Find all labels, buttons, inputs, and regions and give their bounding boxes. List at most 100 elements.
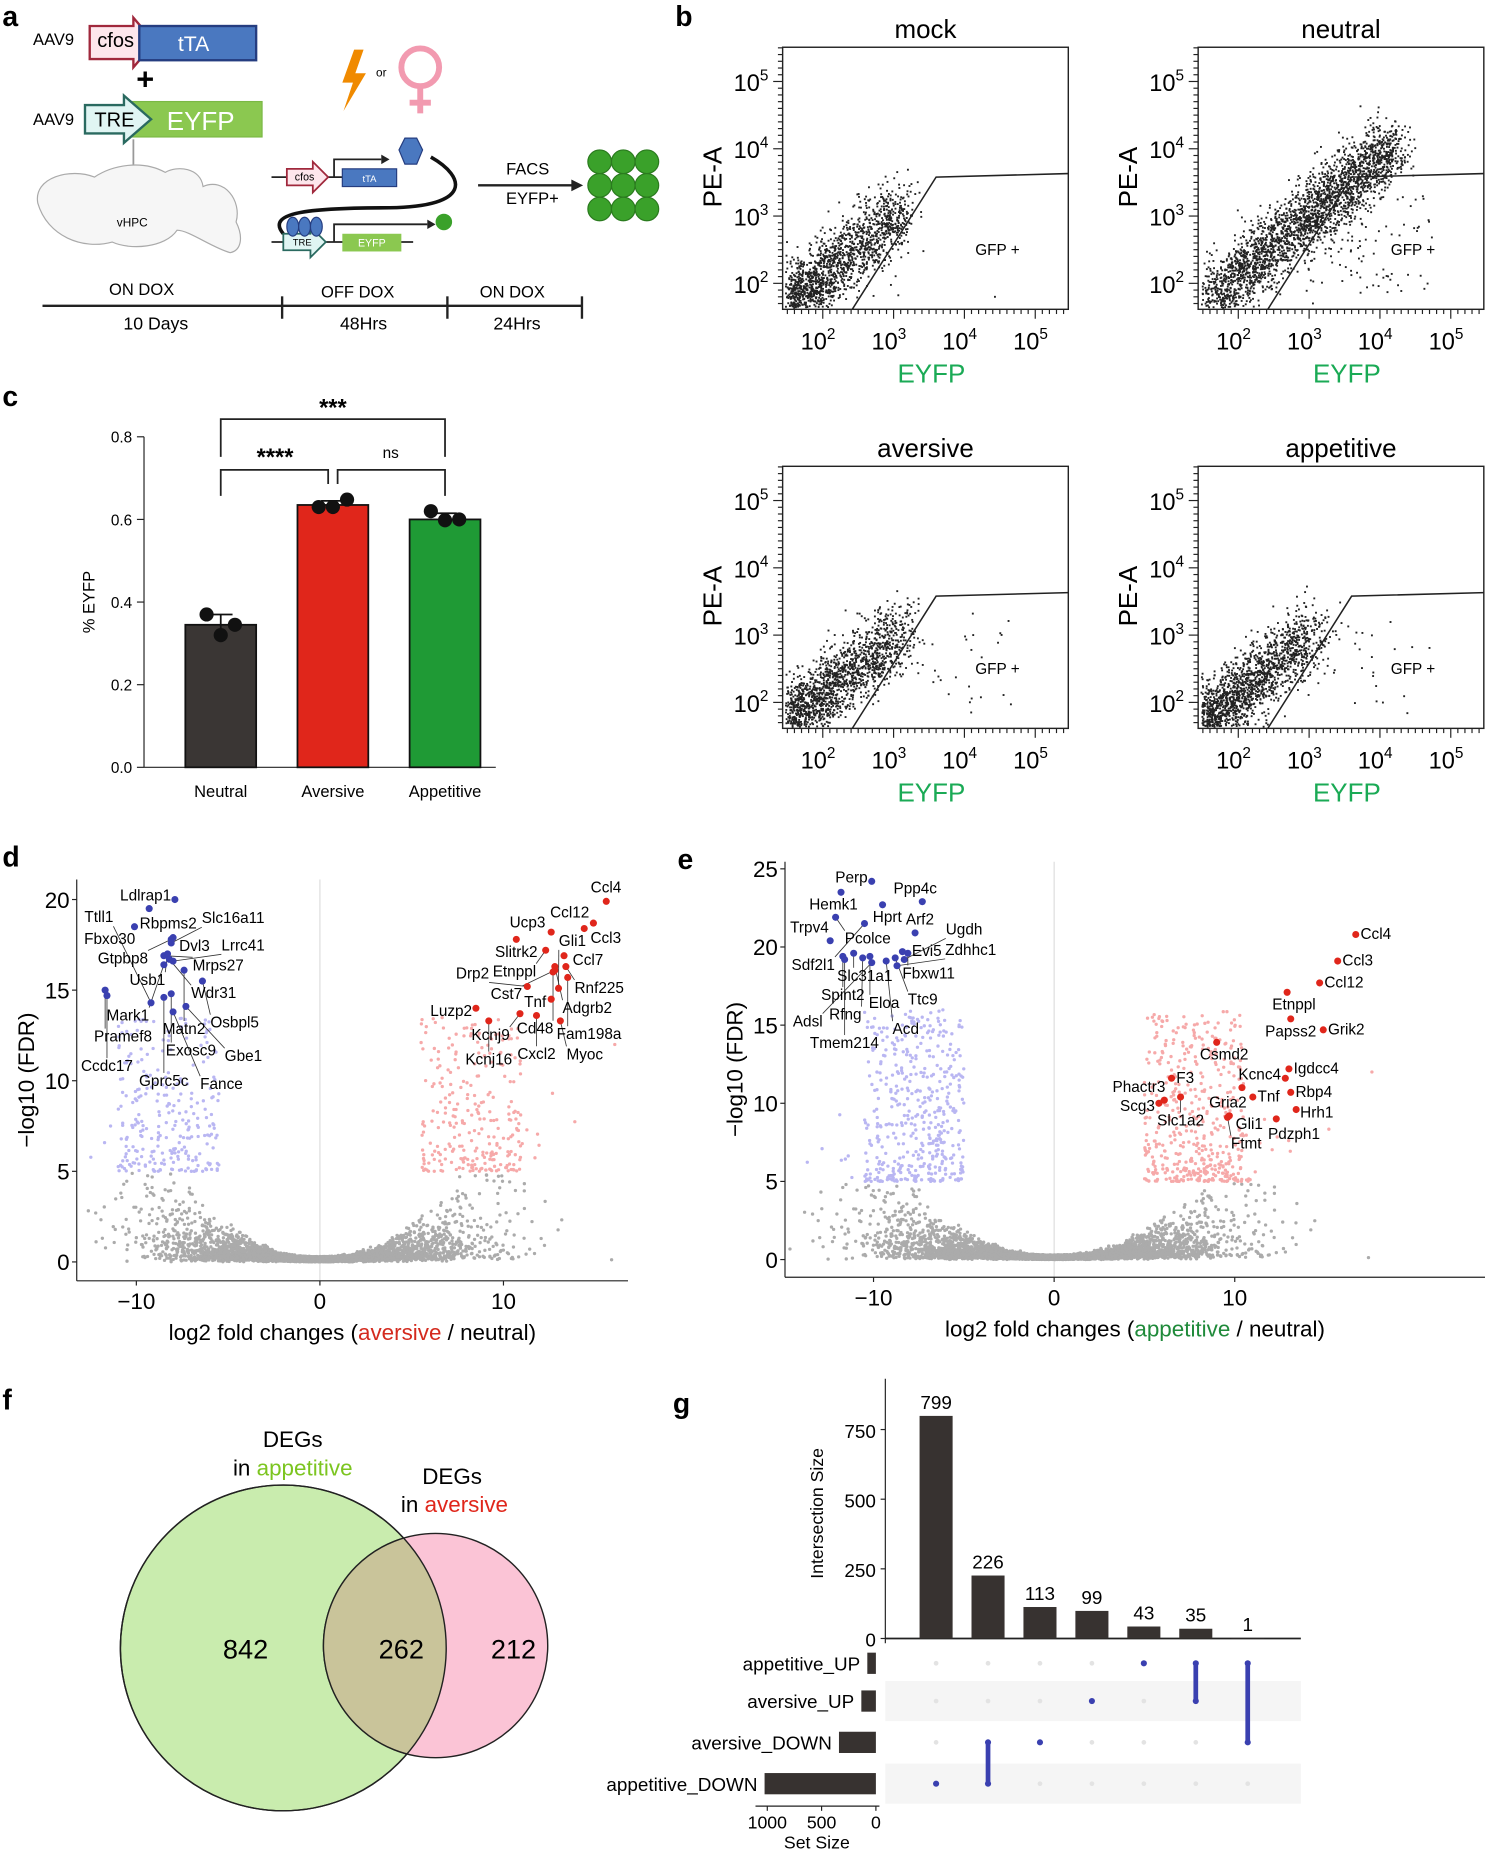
facs-event [1253,265,1255,267]
facs-event [894,653,896,655]
facs-event [994,296,996,298]
facs-event [1353,196,1355,198]
facs-event [1412,166,1414,168]
facs-event [839,701,841,703]
facs-event [1400,171,1402,173]
facs-event [796,272,798,274]
facs-event [1384,141,1386,143]
facs-event [831,646,833,648]
facs-event [1351,240,1353,242]
facs-event [839,262,841,264]
facs-event [909,613,911,615]
facs-event [1370,169,1372,171]
facs-event [1291,215,1293,217]
facs-event [1368,135,1370,137]
facs-event [800,285,802,287]
facs-event [1388,160,1390,162]
facs-event [1264,271,1266,273]
facs-event [1243,249,1245,251]
facs-event [901,226,903,228]
facs-event [843,676,845,678]
facs-event [1301,223,1303,225]
facs-event [800,724,802,726]
facs-event [810,280,812,282]
facs-event [849,286,851,288]
facs-event [911,209,913,211]
facs-event [1376,153,1378,155]
facs-event [1299,243,1301,245]
facs-event [810,287,812,289]
facs-event [805,685,807,687]
facs-event [1357,180,1359,182]
facs-event [1287,257,1289,259]
facs-event [904,200,906,202]
facs-event [860,241,862,243]
facs-event [886,230,888,232]
facs-event [812,283,814,285]
facs-event [865,641,867,643]
facs-event [1306,290,1308,292]
facs-plot-area [783,466,1069,728]
facs-event [886,190,888,192]
facs-event [1359,172,1361,174]
facs-event [861,647,863,649]
facs-event [899,243,901,245]
facs-event [814,236,816,238]
facs-event [1217,272,1219,274]
facs-event [1369,188,1371,190]
facs-event [874,269,876,271]
facs-event [1306,226,1308,228]
facs-event [1298,231,1300,233]
facs-event [1316,151,1318,153]
facs-xtick-label: 103 [1287,326,1322,356]
facs-event [860,696,862,698]
facs-event [1397,199,1399,201]
facs-event [896,672,898,674]
facs-event [1249,272,1251,274]
cell-icon [635,150,659,174]
facs-event [1311,231,1313,233]
facs-event [1282,219,1284,221]
facs-event [1284,270,1286,272]
facs-event [1252,253,1254,255]
facs-event [815,278,817,280]
facs-event [858,643,860,645]
facs-event [1397,284,1399,286]
facs-event [826,255,828,257]
facs-event [895,244,897,246]
facs-event [1263,221,1265,223]
cell-icon [611,174,635,198]
facs-event [1357,200,1359,202]
facs-event [1379,129,1381,131]
facs-event [1395,160,1397,162]
facs-event [1329,226,1331,228]
facs-event [1279,293,1281,295]
facs-event [809,269,811,271]
facs-event [844,674,846,676]
facs-event [1416,230,1418,232]
facs-event [886,209,888,211]
facs-event [1366,135,1368,137]
facs-event [1353,173,1355,175]
facs-event [1237,274,1239,276]
facs-event [836,239,838,241]
facs-event [1280,218,1282,220]
facs-event [1239,259,1241,261]
facs-event [1389,163,1391,165]
facs-event [1379,143,1381,145]
facs-event [1273,256,1275,258]
facs-event [1368,164,1370,166]
facs-event [827,260,829,262]
facs-event [1366,143,1368,145]
facs-event [922,250,924,252]
facs-event [1390,135,1392,137]
facs-event [1238,252,1240,254]
facs-event [839,275,841,277]
facs-event [1294,238,1296,240]
facs-event [815,269,817,271]
facs-event [1315,220,1317,222]
facs-event [1321,162,1323,164]
facs-event [1373,129,1375,131]
facs-event [863,254,865,256]
facs-event [1237,209,1239,211]
